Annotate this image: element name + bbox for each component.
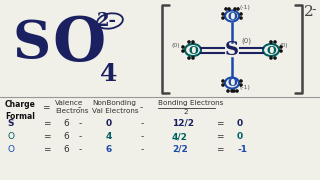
Text: -: -	[79, 119, 82, 128]
Circle shape	[280, 46, 282, 48]
Text: 2: 2	[184, 109, 188, 115]
Circle shape	[234, 8, 236, 10]
Circle shape	[240, 84, 242, 86]
Text: O: O	[266, 44, 276, 55]
Circle shape	[228, 8, 230, 10]
Text: -: -	[79, 145, 82, 154]
Circle shape	[231, 90, 233, 92]
Text: -: -	[141, 145, 144, 154]
Circle shape	[192, 57, 194, 59]
Text: =: =	[42, 103, 50, 112]
Text: 4/2: 4/2	[172, 132, 188, 141]
Circle shape	[227, 90, 229, 92]
Text: 2/2: 2/2	[172, 145, 188, 154]
Text: 12/2: 12/2	[172, 119, 194, 128]
Text: (-1): (-1)	[240, 86, 251, 91]
Text: =: =	[43, 119, 51, 128]
Text: O: O	[227, 10, 237, 21]
Text: O: O	[7, 145, 14, 154]
Circle shape	[182, 46, 184, 48]
Text: S: S	[225, 41, 239, 59]
Text: Valence
Electrons: Valence Electrons	[55, 100, 89, 114]
Circle shape	[280, 50, 282, 52]
Circle shape	[274, 41, 276, 43]
Text: =: =	[216, 132, 223, 141]
Text: O: O	[7, 132, 14, 141]
Circle shape	[222, 84, 224, 86]
Text: -: -	[311, 3, 316, 16]
Text: 4: 4	[106, 132, 112, 141]
Circle shape	[222, 17, 224, 19]
Text: -: -	[79, 132, 82, 141]
Text: (0): (0)	[241, 38, 251, 44]
Circle shape	[225, 8, 227, 10]
Circle shape	[240, 80, 242, 82]
Circle shape	[222, 13, 224, 15]
Text: -: -	[141, 132, 144, 141]
Text: 0: 0	[237, 132, 243, 141]
Circle shape	[192, 41, 194, 43]
Text: 2-: 2-	[97, 12, 117, 30]
Text: O: O	[52, 14, 105, 74]
Circle shape	[233, 90, 235, 92]
Text: S: S	[7, 119, 13, 128]
Text: (0): (0)	[171, 42, 180, 48]
Text: 0: 0	[237, 119, 243, 128]
Circle shape	[274, 57, 276, 59]
Text: 6: 6	[106, 145, 112, 154]
Text: Charge
Formal: Charge Formal	[5, 100, 36, 121]
Text: NonBonding
Val Electrons: NonBonding Val Electrons	[92, 100, 139, 114]
Text: 4: 4	[100, 62, 117, 86]
Text: -1: -1	[237, 145, 247, 154]
Text: 6: 6	[63, 145, 69, 154]
Circle shape	[237, 8, 239, 10]
Text: 6: 6	[63, 119, 69, 128]
Circle shape	[182, 50, 184, 52]
Text: =: =	[216, 119, 223, 128]
Text: -: -	[141, 119, 144, 128]
Text: S: S	[12, 18, 50, 69]
Text: Bonding Electrons: Bonding Electrons	[158, 100, 223, 106]
Text: =: =	[216, 145, 223, 154]
Text: O: O	[227, 78, 237, 89]
Text: -: -	[140, 103, 143, 112]
Text: =: =	[43, 145, 51, 154]
Text: 0: 0	[106, 119, 112, 128]
Text: (-1): (-1)	[240, 6, 251, 10]
Circle shape	[240, 17, 242, 19]
Text: =: =	[43, 132, 51, 141]
Circle shape	[270, 41, 272, 43]
Circle shape	[270, 57, 272, 59]
Text: 6: 6	[63, 132, 69, 141]
Circle shape	[222, 80, 224, 82]
Text: 2: 2	[304, 5, 314, 19]
Text: -: -	[78, 103, 81, 112]
Circle shape	[240, 13, 242, 15]
Circle shape	[188, 41, 190, 43]
Text: O: O	[188, 44, 198, 55]
Circle shape	[236, 90, 238, 92]
Text: (0): (0)	[280, 42, 289, 48]
Circle shape	[188, 57, 190, 59]
